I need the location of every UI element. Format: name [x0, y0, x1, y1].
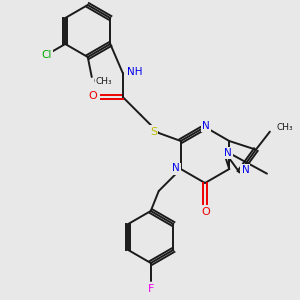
Text: CH₃: CH₃ — [93, 77, 110, 86]
Text: Cl: Cl — [41, 50, 52, 60]
Text: F: F — [148, 284, 154, 294]
Text: S: S — [150, 127, 157, 137]
Text: NH: NH — [127, 67, 142, 77]
Text: S: S — [149, 126, 156, 136]
Text: NH: NH — [125, 68, 140, 78]
Text: N: N — [223, 149, 231, 159]
Text: O: O — [88, 91, 97, 101]
Text: CH₃: CH₃ — [277, 123, 293, 132]
Text: O: O — [88, 91, 97, 101]
Text: N: N — [201, 120, 209, 130]
Text: N: N — [241, 165, 248, 175]
Text: N: N — [202, 121, 210, 131]
Text: N: N — [173, 164, 180, 174]
Text: O: O — [201, 206, 209, 216]
Text: O: O — [202, 207, 210, 217]
Text: F: F — [147, 284, 153, 294]
Text: CH₃: CH₃ — [276, 123, 292, 132]
Text: N: N — [224, 148, 232, 158]
Text: Cl: Cl — [40, 51, 51, 61]
Text: N: N — [172, 163, 180, 173]
Text: N: N — [242, 165, 249, 175]
Text: CH₃: CH₃ — [95, 76, 112, 85]
